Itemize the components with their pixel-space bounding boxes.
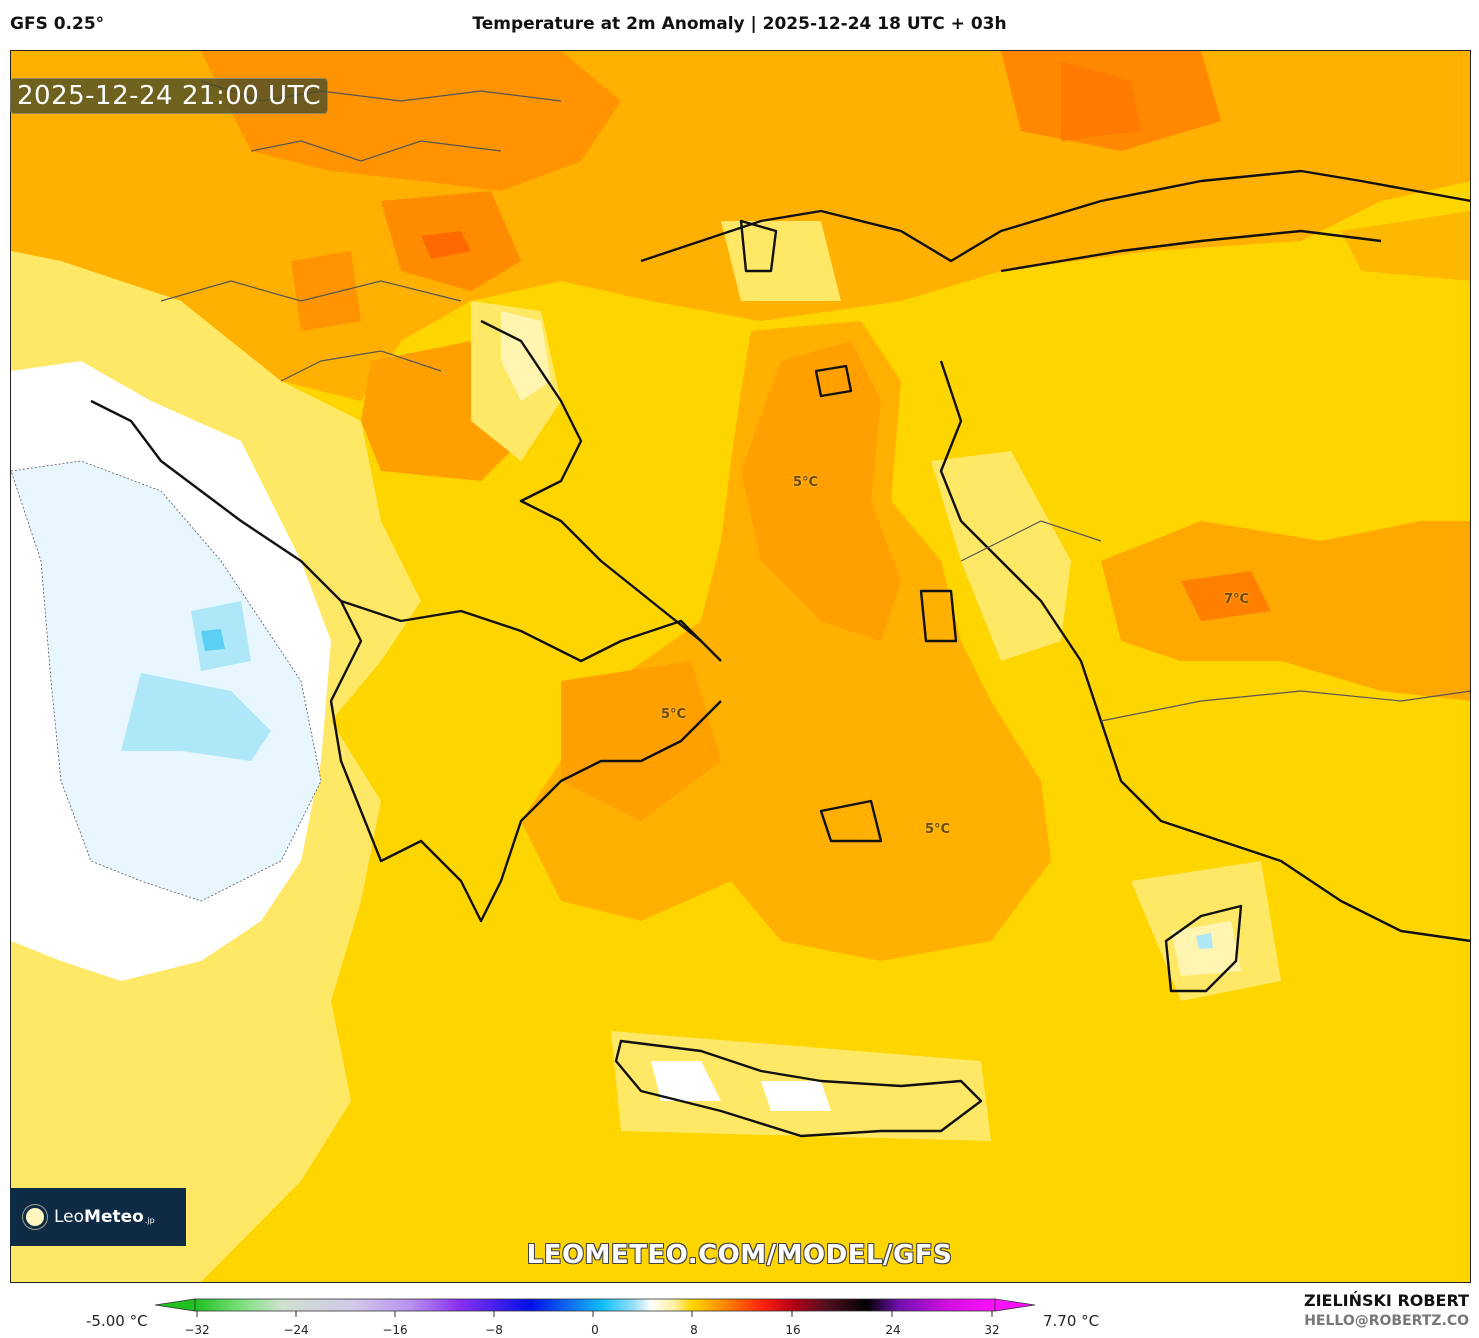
logo-tld: .jp: [144, 1215, 155, 1225]
leometeo-logo[interactable]: LeoMeteo .jp: [10, 1188, 186, 1246]
colorbar-tick: 24: [885, 1323, 901, 1337]
colorbar-min-label: -5.00 °C: [86, 1312, 148, 1330]
colorbar-tick: −16: [382, 1323, 408, 1337]
colorbar-tick: 0: [591, 1323, 599, 1337]
chart-title: Temperature at 2m Anomaly | 2025-12-24 1…: [472, 14, 1007, 34]
author-email[interactable]: HELLO@ROBERTZ.CO: [1304, 1313, 1469, 1329]
contour-label: 5°C: [925, 822, 951, 837]
colorbar-tick: −8: [485, 1323, 503, 1337]
contour-label: 5°C: [661, 707, 687, 722]
sun-icon: [26, 1208, 44, 1226]
colorbar-tick: 8: [690, 1323, 698, 1337]
logo-text: LeoMeteo: [54, 1207, 144, 1227]
model-label: GFS 0.25°: [10, 14, 105, 34]
author-name: ZIELIŃSKI ROBERT: [1303, 1291, 1469, 1310]
colorbar-tick: 16: [785, 1323, 801, 1337]
colorbar-tick: −24: [283, 1323, 309, 1337]
colorbar: [155, 1298, 1035, 1317]
contour-label: 5°C: [793, 475, 819, 490]
contour-label: 7°C: [1224, 592, 1250, 607]
valid-time-badge: 2025-12-24 21:00 UTC: [10, 78, 329, 114]
colorbar-tick: 32: [984, 1323, 1000, 1337]
colorbar-max-label: 7.70 °C: [1043, 1312, 1100, 1330]
watermark-url: LEOMETEO.COM/MODEL/GFS: [526, 1240, 953, 1270]
colorbar-tick: −32: [184, 1323, 210, 1337]
map-panel[interactable]: 5°C 7°C 5°C 5°C: [10, 50, 1471, 1283]
anomaly-map: [11, 51, 1470, 1282]
